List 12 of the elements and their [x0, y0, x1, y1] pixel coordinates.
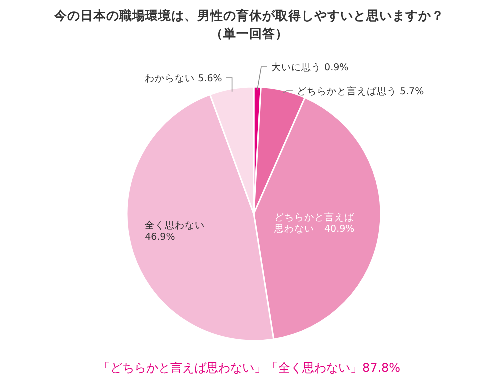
data-label: 46.9% [145, 232, 176, 244]
chart-subtitle: （単一回答） [210, 26, 288, 41]
slice-label: どちらかと言えば思う [296, 86, 400, 98]
slice-label: 大いに思う [272, 62, 325, 74]
chart-title: 今の日本の職場環境は、男性の育休が取得しやすいと思いますか？ [54, 8, 444, 23]
data-label: 0.9% [324, 62, 349, 74]
text: 「どちらかと言えば思わない」「全く思わない」87.8% [98, 361, 401, 375]
slice-label: どちらかと言えば思わない 40.9% [273, 211, 356, 235]
data-label: 5.7% [400, 86, 424, 98]
slice-label: 全く思わない [145, 220, 206, 232]
slice-label: わからない [145, 74, 198, 84]
data-label: 5.6% [198, 74, 222, 84]
